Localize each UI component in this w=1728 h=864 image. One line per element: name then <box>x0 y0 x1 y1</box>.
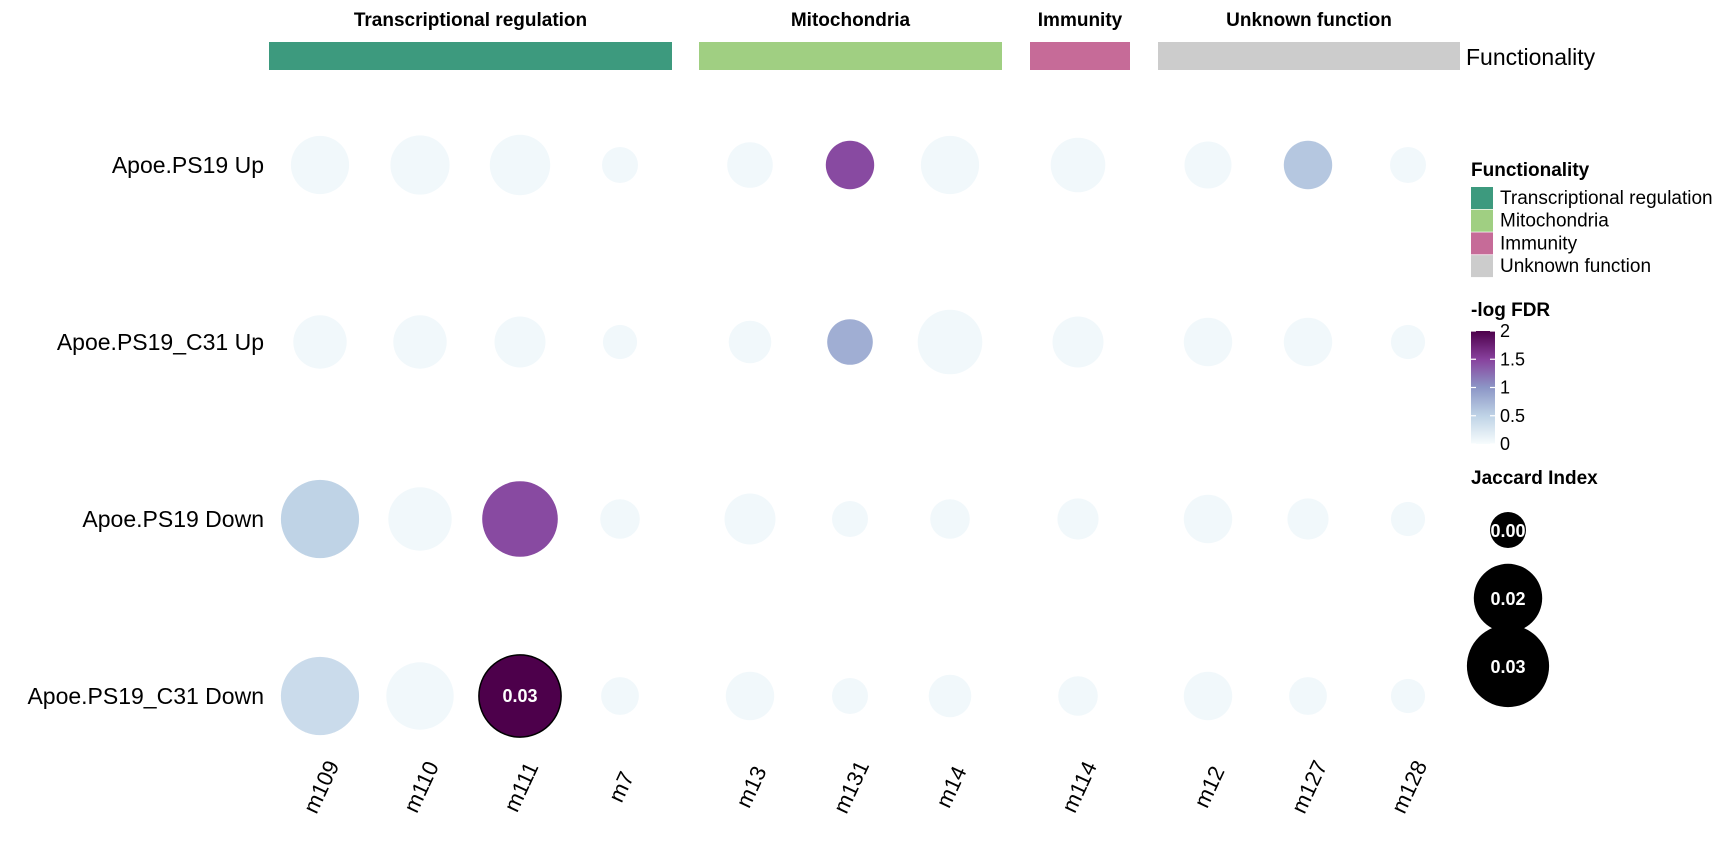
bubble-0-10 <box>1390 147 1426 183</box>
bubble-0-0 <box>290 135 350 195</box>
bubble-0-3 <box>602 147 638 183</box>
column-label-7: m114 <box>1057 757 1102 816</box>
jaccard-legend-label-1: 0.02 <box>1490 589 1525 609</box>
bubble-0-5 <box>825 140 875 190</box>
functionality-legend-label-3: Unknown function <box>1500 256 1651 277</box>
group-title-3: Unknown function <box>1226 10 1392 31</box>
bubble-1-1 <box>393 315 447 369</box>
bubble-3-9 <box>1289 677 1327 715</box>
functionality-legend: Functionality Transcriptional regulation… <box>1471 160 1713 278</box>
jaccard-legend-circle-0 <box>1490 512 1526 548</box>
column-label-2: m111 <box>499 758 544 815</box>
column-label-0: m109 <box>298 757 344 817</box>
bubble-grid: 0.03 <box>280 134 1426 738</box>
bubble-2-5 <box>832 501 868 537</box>
functionality-swatch-2 <box>1471 232 1493 255</box>
row-label-1: Apoe.PS19_C31 Up <box>57 329 264 355</box>
row-label-0: Apoe.PS19 Up <box>112 152 264 178</box>
functionality-swatch-1 <box>1471 209 1493 232</box>
fdr-tick-label-2: 1 <box>1500 378 1510 398</box>
bubble-3-0 <box>280 656 360 736</box>
column-label-10: m128 <box>1386 757 1432 817</box>
bubble-2-3 <box>600 499 640 539</box>
column-label-8: m12 <box>1189 762 1230 811</box>
bubble-0-7 <box>1050 137 1106 193</box>
bubble-3-3 <box>601 677 639 715</box>
bubble-3-2 <box>478 654 562 738</box>
bubble-3-7 <box>1058 676 1098 716</box>
jaccard-legend-label-2: 0.03 <box>1490 657 1525 677</box>
fdr-colorbar-legend: -log FDR 0 0.5 1 1.5 2 <box>1471 300 1550 454</box>
fdr-tick-label-3: 1.5 <box>1500 349 1525 369</box>
group-bar-2 <box>1030 42 1130 70</box>
column-label-4: m13 <box>731 762 772 811</box>
functionality-annotation-label: Functionality <box>1466 44 1596 70</box>
column-label-6: m14 <box>931 762 972 811</box>
jaccard-legend-circle-2 <box>1466 624 1550 708</box>
bubble-1-7 <box>1052 316 1104 368</box>
bubble-2-1 <box>388 487 452 551</box>
bubble-3-8 <box>1183 671 1233 721</box>
bubble-1-2 <box>494 316 546 368</box>
column-label-9: m127 <box>1286 757 1332 817</box>
row-labels: Apoe.PS19 Up Apoe.PS19_C31 Up Apoe.PS19 Do… <box>27 152 264 709</box>
functionality-swatch-0 <box>1471 187 1493 209</box>
bubble-2-4 <box>724 493 776 545</box>
functionality-swatch-3 <box>1471 255 1493 278</box>
bubble-2-10 <box>1390 501 1426 537</box>
bubble-1-6 <box>917 309 983 375</box>
group-title-1: Mitochondria <box>791 10 911 31</box>
bubble-0-9 <box>1283 140 1333 190</box>
bubble-3-4 <box>725 671 775 721</box>
bubble-2-0 <box>280 479 360 559</box>
bubble-0-6 <box>920 135 980 195</box>
bubble-0-1 <box>390 135 450 195</box>
fdr-tick-label-0: 0 <box>1500 434 1510 454</box>
group-bar-3 <box>1158 42 1460 70</box>
bubble-3-1 <box>386 662 454 730</box>
bubble-2-8 <box>1183 494 1233 544</box>
bubble-1-5 <box>827 319 873 365</box>
row-label-3: Apoe.PS19_C31 Down <box>27 683 264 709</box>
bubble-2-9 <box>1287 498 1329 540</box>
group-bar-1 <box>699 42 1002 70</box>
column-label-3: m7 <box>603 768 639 806</box>
functionality-legend-label-1: Mitochondria <box>1500 211 1609 232</box>
fdr-tick-label-4: 2 <box>1500 321 1510 341</box>
jaccard-size-legend: Jaccard Index 0.00 0.02 0.03 <box>1466 468 1598 708</box>
bubble-1-8 <box>1183 317 1233 367</box>
bubble-2-7 <box>1057 498 1099 540</box>
group-bar-0 <box>269 42 672 70</box>
bubble-0-4 <box>727 142 773 188</box>
bubble-3-10 <box>1390 678 1426 714</box>
bubble-value-label-0: 0.03 <box>502 686 537 706</box>
fdr-legend-title: -log FDR <box>1471 300 1550 321</box>
bubble-3-5 <box>832 678 868 714</box>
functionality-legend-label-2: Immunity <box>1500 233 1578 254</box>
bubble-1-10 <box>1390 324 1426 360</box>
bubble-0-2 <box>489 134 551 196</box>
column-labels: m109 m110 m111 m7 m13 m131 m14 m114 m12 m127 m128 <box>298 757 1432 817</box>
bubble-1-3 <box>602 324 638 360</box>
row-label-2: Apoe.PS19 Down <box>82 506 264 532</box>
column-label-5: m131 <box>828 757 874 817</box>
functionality-legend-title: Functionality <box>1471 160 1590 181</box>
column-label-1: m110 <box>399 757 444 816</box>
group-title-0: Transcriptional regulation <box>354 10 587 31</box>
bubble-0-8 <box>1184 141 1232 189</box>
bubble-2-6 <box>930 499 970 539</box>
bubble-2-2 <box>482 481 558 557</box>
jaccard-legend-title: Jaccard Index <box>1471 468 1598 489</box>
bubble-1-9 <box>1283 317 1333 367</box>
functionality-annotation-bar: Transcriptional regulation Mitochondria Im… <box>269 10 1460 70</box>
jaccard-legend-circle-1 <box>1473 563 1543 633</box>
bubble-1-0 <box>293 315 347 369</box>
bubble-3-6 <box>928 674 972 718</box>
functionality-legend-label-0: Transcriptional regulation <box>1500 188 1713 209</box>
fdr-tick-label-1: 0.5 <box>1500 406 1525 426</box>
group-title-2: Immunity <box>1038 10 1123 31</box>
bubble-1-4 <box>728 320 772 364</box>
jaccard-legend-label-0: 0.00 <box>1490 521 1525 541</box>
